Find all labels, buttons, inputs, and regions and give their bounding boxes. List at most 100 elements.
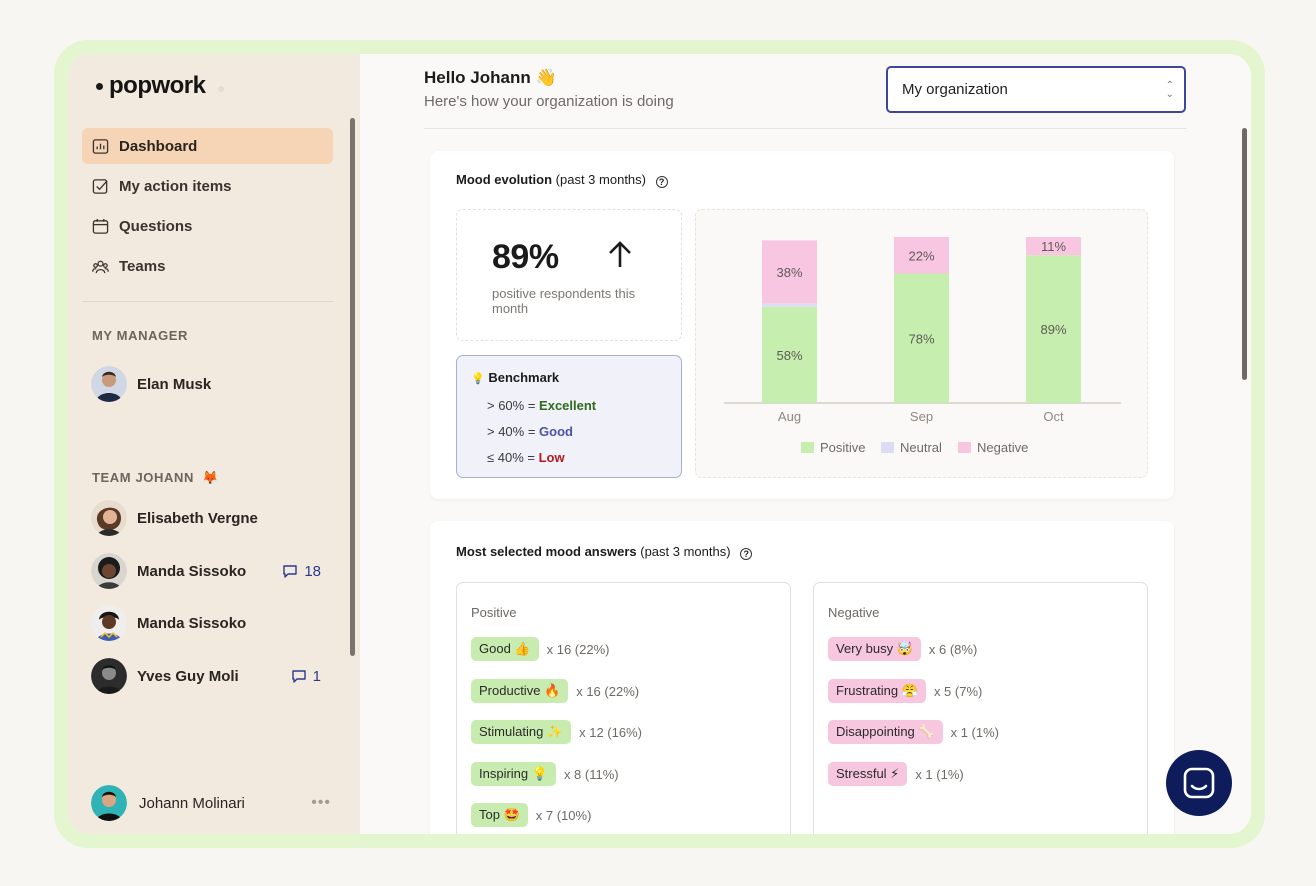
member-name: Elisabeth Vergne bbox=[137, 509, 258, 527]
answer-chip[interactable]: Top 🤩 bbox=[471, 803, 528, 827]
organization-select[interactable]: My organization ⌃ ⌄ bbox=[886, 66, 1186, 113]
header-divider bbox=[424, 128, 1187, 129]
team-icon bbox=[92, 260, 109, 273]
avatar bbox=[91, 366, 127, 402]
nav-label: Teams bbox=[119, 257, 166, 275]
positive-list-header: Positive bbox=[471, 605, 517, 620]
answer-row: Frustrating 😤 x 5 (7%) bbox=[828, 679, 982, 703]
team-member-item[interactable]: Elisabeth Vergne bbox=[91, 500, 321, 536]
chat-icon bbox=[1183, 767, 1215, 799]
bar-value-label: 58% bbox=[776, 348, 802, 363]
avatar bbox=[91, 658, 127, 694]
sidebar: popwork Dashboard My action items Questi… bbox=[68, 54, 360, 834]
comment-badge[interactable]: 1 bbox=[291, 668, 321, 685]
answer-chip[interactable]: Stimulating ✨ bbox=[471, 720, 572, 744]
arrow-up-icon bbox=[609, 241, 631, 267]
answer-count: x 5 (7%) bbox=[933, 683, 983, 699]
answer-row: Top 🤩 x 7 (10%) bbox=[471, 803, 591, 827]
legend-label: Positive bbox=[820, 440, 866, 455]
answer-count: x 7 (10%) bbox=[535, 807, 592, 823]
answers-title: Most selected mood answers bbox=[456, 544, 637, 559]
bar-segment-negative bbox=[1026, 237, 1081, 256]
answer-chip[interactable]: Good 👍 bbox=[471, 637, 539, 661]
current-user-name: Johann Molinari bbox=[139, 794, 245, 812]
benchmark-row: > 60% = Excellent bbox=[487, 398, 596, 413]
answer-chip[interactable]: Stressful ⚡ bbox=[828, 762, 908, 786]
fox-icon: 🦊 bbox=[202, 470, 219, 485]
help-icon[interactable]: ? bbox=[655, 176, 668, 188]
bar-segment-positive bbox=[1026, 255, 1081, 403]
nav-item-dashboard[interactable]: Dashboard bbox=[82, 128, 333, 164]
bar-value-label: 78% bbox=[908, 331, 934, 346]
main-nav: Dashboard My action items Questions Team… bbox=[82, 128, 333, 288]
member-name: Yves Guy Moli bbox=[137, 667, 239, 685]
sidebar-scrollbar[interactable] bbox=[350, 118, 355, 656]
manager-item[interactable]: Elan Musk bbox=[91, 366, 321, 402]
nav-item-teams[interactable]: Teams bbox=[82, 248, 333, 284]
negative-answers-list: Negative Very busy 🤯 x 6 (8%) Frustrating… bbox=[813, 582, 1148, 834]
answer-chip[interactable]: Inspiring 💡 bbox=[471, 762, 556, 786]
avatar bbox=[91, 553, 127, 589]
team-member-item[interactable]: Manda Sissoko bbox=[91, 605, 321, 641]
lightbulb-icon: 💡 bbox=[471, 373, 485, 385]
answer-row: Disappointing 🦴 x 1 (1%) bbox=[828, 720, 999, 744]
mood-title: Mood evolution bbox=[456, 172, 553, 187]
benchmark-threshold: ≤ 40% = bbox=[487, 450, 539, 465]
comment-icon bbox=[291, 669, 306, 683]
bar-segment-negative bbox=[762, 240, 817, 304]
legend-swatch-positive bbox=[801, 442, 814, 453]
organization-select-value: My organization bbox=[902, 81, 1008, 98]
benchmark-box: 💡 Benchmark > 60% = Excellent > 40% = Go… bbox=[456, 355, 682, 478]
benchmark-level: Good bbox=[539, 424, 573, 439]
answer-chip[interactable]: Productive 🔥 bbox=[471, 679, 569, 703]
brand-logo[interactable]: popwork bbox=[96, 72, 224, 100]
positive-stat-box: 89% positive respondents this month bbox=[456, 209, 682, 341]
answer-row: Inspiring 💡 x 8 (11%) bbox=[471, 762, 619, 786]
comment-count: 18 bbox=[304, 562, 321, 580]
avatar bbox=[91, 785, 127, 821]
answer-row: Good 👍 x 16 (22%) bbox=[471, 637, 609, 661]
team-member-item[interactable]: Yves Guy Moli 1 bbox=[91, 658, 321, 694]
chat-launcher-button[interactable] bbox=[1166, 750, 1232, 816]
mood-answers-card: Most selected mood answers (past 3 month… bbox=[430, 521, 1174, 834]
answer-row: Stressful ⚡ x 1 (1%) bbox=[828, 762, 964, 786]
benchmark-level: Low bbox=[538, 450, 565, 465]
current-user[interactable]: Johann Molinari ••• bbox=[91, 785, 331, 821]
answer-chip[interactable]: Frustrating 😤 bbox=[828, 679, 926, 703]
main-scrollbar[interactable] bbox=[1242, 128, 1247, 380]
bar-segment-negative bbox=[894, 237, 949, 274]
app-frame: popwork Dashboard My action items Questi… bbox=[54, 40, 1265, 848]
x-tick-label: Aug bbox=[778, 409, 801, 424]
brand-name: popwork bbox=[109, 72, 206, 99]
help-icon[interactable]: ? bbox=[740, 548, 753, 560]
my-manager-label: MY MANAGER bbox=[92, 328, 189, 343]
bar-value-label: 22% bbox=[908, 248, 934, 263]
answer-row: Productive 🔥 x 16 (22%) bbox=[471, 679, 639, 703]
user-menu-button[interactable]: ••• bbox=[311, 794, 331, 811]
answer-count: x 16 (22%) bbox=[576, 683, 640, 699]
comment-badge[interactable]: 18 bbox=[282, 563, 321, 580]
answer-count: x 12 (16%) bbox=[579, 724, 642, 740]
answer-row: Very busy 🤯 x 6 (8%) bbox=[828, 637, 977, 661]
nav-item-questions[interactable]: Questions bbox=[82, 208, 333, 244]
bar-segment-positive bbox=[894, 273, 949, 403]
checkbox-icon bbox=[92, 178, 108, 194]
logo-mark-icon bbox=[217, 86, 224, 92]
nav-item-action-items[interactable]: My action items bbox=[82, 168, 333, 204]
avatar bbox=[91, 500, 127, 536]
mood-period: (past 3 months) bbox=[555, 172, 646, 187]
sidebar-divider bbox=[82, 301, 333, 302]
team-member-item[interactable]: Manda Sissoko 18 bbox=[91, 553, 321, 589]
x-tick-label: Oct bbox=[1043, 409, 1064, 424]
answer-chip[interactable]: Very busy 🤯 bbox=[828, 637, 921, 661]
answer-count: x 6 (8%) bbox=[928, 641, 978, 657]
positive-stat-description: positive respondents this month bbox=[492, 286, 636, 316]
positive-answers-list: Positive Good 👍 x 16 (22%) Productive 🔥 x … bbox=[456, 582, 791, 834]
member-name: Manda Sissoko bbox=[137, 614, 247, 632]
mood-stacked-bar-chart: 58% 38% Aug 78% 22% Sep 89% 11% Oct Positive Neutr… bbox=[724, 237, 1121, 455]
answer-chip[interactable]: Disappointing 🦴 bbox=[828, 720, 943, 744]
answers-period: (past 3 months) bbox=[640, 544, 731, 559]
positive-stat-value: 89% bbox=[492, 238, 559, 276]
greeting-subtitle: Here's how your organization is doing bbox=[424, 93, 674, 110]
bar-value-label: 89% bbox=[1040, 322, 1066, 337]
